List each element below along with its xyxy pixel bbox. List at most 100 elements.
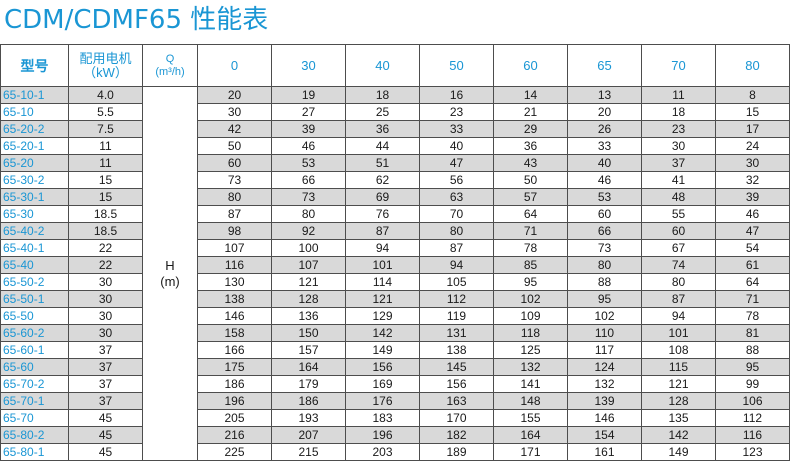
head-value-cell: 146 (197, 307, 272, 325)
head-value-cell: 63 (419, 188, 494, 206)
model-cell: 65-70-2 (0, 375, 69, 393)
head-value-cell: 18 (641, 103, 716, 121)
header-flow: 60 (493, 44, 568, 87)
head-value-cell: 175 (197, 358, 272, 376)
model-cell: 65-60-2 (0, 324, 69, 342)
head-value-cell: 66 (271, 171, 346, 189)
table-row: 65-30-1 15 80 73 69 63 57 53 48 39 (0, 188, 790, 206)
head-value-cell: 182 (419, 426, 494, 444)
head-value-cell: 102 (493, 290, 568, 308)
table-row: 65-70 45 205 193 183 170 155 146 135 112 (0, 409, 790, 427)
header-model: 型号 (0, 44, 69, 87)
head-value-cell: 80 (419, 222, 494, 240)
model-cell: 65-40-2 (0, 222, 69, 240)
head-value-cell: 161 (567, 443, 642, 461)
model-cell: 65-70 (0, 409, 69, 427)
power-cell: 37 (68, 375, 143, 393)
head-value-cell: 149 (345, 341, 420, 359)
header-power: 配用电机 （kW） (68, 44, 143, 87)
head-value-cell: 57 (493, 188, 568, 206)
head-value-cell: 71 (493, 222, 568, 240)
head-value-cell: 119 (419, 307, 494, 325)
head-value-cell: 66 (567, 222, 642, 240)
table-row: 65-10 5.5 30 27 25 23 21 20 18 15 (0, 103, 790, 121)
head-value-cell: 36 (493, 137, 568, 155)
head-value-cell: 16 (419, 86, 494, 104)
head-value-cell: 125 (493, 341, 568, 359)
table-row: 65-60 37 175 164 156 145 132 124 115 95 (0, 358, 790, 376)
head-value-cell: 117 (567, 341, 642, 359)
head-value-cell: 19 (271, 86, 346, 104)
head-value-cell: 76 (345, 205, 420, 223)
head-value-cell: 33 (567, 137, 642, 155)
table-row: 65-20-2 7.5 42 39 36 33 29 26 23 17 (0, 120, 790, 138)
table-row: 65-10-1 4.0 H (m) 20 19 18 16 14 13 11 8 (0, 86, 790, 461)
head-value-cell: 56 (419, 171, 494, 189)
head-value-cell: 114 (345, 273, 420, 291)
model-cell: 65-70-1 (0, 392, 69, 410)
head-value-cell: 130 (197, 273, 272, 291)
head-value-cell: 95 (715, 358, 790, 376)
head-value-cell: 36 (345, 120, 420, 138)
head-value-cell: 124 (567, 358, 642, 376)
head-value-cell: 41 (641, 171, 716, 189)
head-value-cell: 176 (345, 392, 420, 410)
power-cell: 5.5 (68, 103, 143, 121)
head-value-cell: 30 (197, 103, 272, 121)
head-value-cell: 48 (641, 188, 716, 206)
table-row: 65-50 30 146 136 129 119 109 102 94 78 (0, 307, 790, 325)
head-value-cell: 20 (567, 103, 642, 121)
model-cell: 65-10 (0, 103, 69, 121)
head-value-cell: 80 (567, 256, 642, 274)
head-value-cell: 141 (493, 375, 568, 393)
power-cell: 30 (68, 273, 143, 291)
header-flow: 30 (271, 44, 346, 87)
power-cell: 30 (68, 324, 143, 342)
head-value-cell: 101 (345, 256, 420, 274)
power-cell: 22 (68, 256, 143, 274)
head-value-cell: 23 (641, 120, 716, 138)
head-value-cell: 108 (641, 341, 716, 359)
head-value-cell: 94 (419, 256, 494, 274)
head-value-cell: 46 (715, 205, 790, 223)
head-value-cell: 30 (715, 154, 790, 172)
head-value-cell: 131 (419, 324, 494, 342)
head-value-cell: 24 (715, 137, 790, 155)
head-value-cell: 69 (345, 188, 420, 206)
head-value-cell: 203 (345, 443, 420, 461)
head-value-cell: 40 (419, 137, 494, 155)
head-value-cell: 15 (715, 103, 790, 121)
model-cell: 65-40 (0, 256, 69, 274)
power-cell: 15 (68, 188, 143, 206)
head-value-cell: 87 (345, 222, 420, 240)
head-value-cell: 53 (271, 154, 346, 172)
head-value-cell: 138 (197, 290, 272, 308)
head-value-cell: 150 (271, 324, 346, 342)
header-power-line1: 配用电机 (79, 50, 132, 66)
power-cell: 37 (68, 358, 143, 376)
power-cell: 11 (68, 137, 143, 155)
header-flow: 70 (641, 44, 716, 87)
power-cell: 37 (68, 341, 143, 359)
head-value-cell: 128 (641, 392, 716, 410)
head-value-cell: 156 (345, 358, 420, 376)
header-power-line2: （kW） (83, 64, 128, 80)
head-value-cell: 47 (419, 154, 494, 172)
power-cell: 30 (68, 307, 143, 325)
head-value-cell: 81 (715, 324, 790, 342)
head-value-cell: 112 (715, 409, 790, 427)
head-value-cell: 106 (715, 392, 790, 410)
head-value-cell: 164 (271, 358, 346, 376)
head-value-cell: 67 (641, 239, 716, 257)
head-value-cell: 25 (345, 103, 420, 121)
head-value-cell: 196 (345, 426, 420, 444)
table-row: 65-50-2 30 130 121 114 105 95 88 80 64 (0, 273, 790, 291)
head-value-cell: 110 (567, 324, 642, 342)
head-value-cell: 8 (715, 86, 790, 104)
head-value-cell: 179 (271, 375, 346, 393)
model-cell: 65-30 (0, 205, 69, 223)
table-row: 65-70-2 37 186 179 169 156 141 132 121 99 (0, 375, 790, 393)
head-value-cell: 26 (567, 120, 642, 138)
header-flow-unit: Q (m³/h) (142, 44, 198, 87)
head-value-cell: 21 (493, 103, 568, 121)
